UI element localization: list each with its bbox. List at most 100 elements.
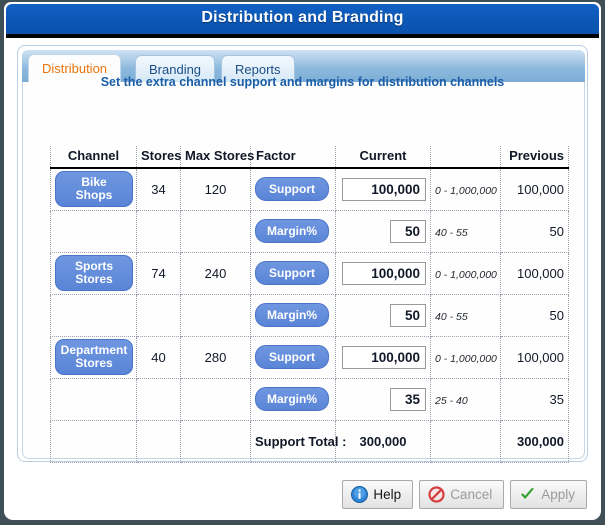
cell-current: 50 [335, 210, 431, 253]
range-hint: 0 - 1,000,000 [435, 352, 497, 365]
total-cell-range [430, 419, 501, 463]
table-total-row: Support Total : 300,000 300,000 [50, 419, 569, 463]
column-header-range [430, 146, 501, 169]
cell-previous: 100,000 [500, 168, 569, 211]
apply-button-label: Apply [541, 486, 575, 502]
window-inner: Distribution and Branding Distribution B… [4, 2, 601, 520]
factor-pill-margin[interactable]: Margin% [255, 219, 329, 243]
cell-stores-empty [136, 210, 181, 253]
table-row: Margin% 35 25 - 40 35 [50, 378, 569, 421]
table-row: Margin% 50 40 - 55 50 [50, 294, 569, 337]
column-header-factor: Factor [250, 146, 336, 169]
channel-pill-line1: Bike [81, 175, 107, 190]
cell-max-stores-empty [180, 294, 251, 337]
table-row: Margin% 50 40 - 55 50 [50, 210, 569, 253]
tab-reports-label: Reports [235, 61, 281, 77]
column-header-previous: Previous [500, 146, 569, 169]
margin-input[interactable]: 50 [390, 219, 426, 243]
cell-factor: Support [250, 168, 336, 211]
cell-range: 0 - 1,000,000 [430, 336, 501, 379]
cell-previous: 100,000 [500, 336, 569, 379]
cancel-icon [428, 486, 445, 503]
table-header-row: Channel Stores Max Stores Factor Current… [50, 146, 569, 169]
cell-factor: Margin% [250, 378, 336, 421]
window-title: Distribution and Branding [201, 9, 404, 26]
channel-pill[interactable]: Sports Stores [55, 255, 133, 291]
total-cell-channel [50, 419, 137, 463]
cell-factor: Margin% [250, 294, 336, 337]
window-frame-bottom [0, 520, 605, 525]
cell-channel-empty [50, 294, 137, 337]
cell-current: 100,000 [335, 168, 431, 211]
help-button[interactable]: Help [342, 480, 414, 509]
channel-pill[interactable]: Department Stores [55, 339, 133, 375]
channel-pill-line1: Sports [74, 259, 113, 273]
total-cell-max-stores [180, 419, 251, 463]
factor-pill-support[interactable]: Support [255, 345, 329, 369]
cell-previous: 50 [500, 294, 569, 337]
column-header-max-stores: Max Stores [180, 146, 254, 169]
tab-reports[interactable]: Reports [221, 55, 295, 82]
check-icon [519, 486, 536, 503]
channel-pill-line1: Department [60, 343, 128, 357]
support-total-previous: 300,000 [500, 419, 569, 463]
cell-current: 100,000 [335, 336, 431, 379]
cell-range: 0 - 1,000,000 [430, 252, 501, 295]
cell-channel-empty [50, 378, 137, 421]
tab-distribution-label: Distribution [42, 61, 108, 76]
cancel-button-label: Cancel [450, 486, 493, 502]
channel-pill-line2: Stores [75, 272, 113, 286]
cell-range: 25 - 40 [430, 378, 501, 421]
footer-button-bar: Help Cancel Apply [342, 480, 587, 509]
cell-range: 0 - 1,000,000 [430, 168, 501, 211]
cell-previous: 100,000 [500, 252, 569, 295]
margin-input[interactable]: 50 [390, 303, 426, 327]
tab-branding[interactable]: Branding [135, 55, 216, 82]
factor-pill-margin[interactable]: Margin% [255, 387, 329, 411]
title-bar-underline [6, 34, 599, 38]
support-total-current: 300,000 [335, 419, 431, 463]
cell-stores: 40 [136, 336, 181, 379]
cancel-button[interactable]: Cancel [419, 480, 505, 509]
distribution-table: Channel Stores Max Stores Factor Current… [50, 146, 569, 463]
tab-branding-label: Branding [149, 61, 202, 77]
channel-pill-line2: Shops [75, 188, 113, 203]
cell-factor: Margin% [250, 210, 336, 253]
cell-channel-empty [50, 210, 137, 253]
cell-current: 100,000 [335, 252, 431, 295]
cell-max-stores-empty [180, 378, 251, 421]
margin-input[interactable]: 35 [390, 387, 426, 411]
cell-stores-empty [136, 378, 181, 421]
cell-max-stores: 240 [180, 252, 251, 295]
range-hint: 0 - 1,000,000 [435, 268, 497, 281]
cell-current: 35 [335, 378, 431, 421]
tab-distribution[interactable]: Distribution [28, 54, 122, 82]
range-hint: 0 - 1,000,000 [435, 184, 497, 197]
channel-pill[interactable]: Bike Shops [55, 171, 133, 208]
table-row: Sports Stores 74 240 Support 100,000 0 -… [50, 252, 569, 295]
cell-channel: Department Stores [50, 336, 137, 379]
cell-previous: 35 [500, 378, 569, 421]
factor-pill-support[interactable]: Support [255, 177, 329, 202]
help-button-label: Help [373, 486, 402, 502]
total-cell-stores [136, 419, 181, 463]
cell-stores: 74 [136, 252, 181, 295]
support-total-label: Support Total : [250, 419, 346, 463]
column-header-channel: Channel [50, 146, 137, 169]
cell-channel: Sports Stores [50, 252, 137, 295]
factor-pill-support[interactable]: Support [255, 261, 329, 285]
cell-previous: 50 [500, 210, 569, 253]
factor-pill-margin[interactable]: Margin% [255, 303, 329, 327]
title-bar: Distribution and Branding [6, 4, 599, 34]
info-icon [351, 486, 369, 503]
range-hint: 40 - 55 [435, 226, 468, 239]
support-input[interactable]: 100,000 [342, 261, 426, 285]
table-row: Department Stores 40 280 Support 100,000… [50, 336, 569, 379]
apply-button[interactable]: Apply [510, 480, 587, 509]
support-input[interactable]: 100,000 [342, 177, 426, 201]
instruction-text: Set the extra channel support and margin… [100, 75, 505, 89]
table-row: Bike Shops 34 120 Support 100,000 0 - 1,… [50, 168, 569, 211]
cell-max-stores: 280 [180, 336, 251, 379]
support-input[interactable]: 100,000 [342, 345, 426, 369]
column-header-stores: Stores [136, 146, 181, 169]
